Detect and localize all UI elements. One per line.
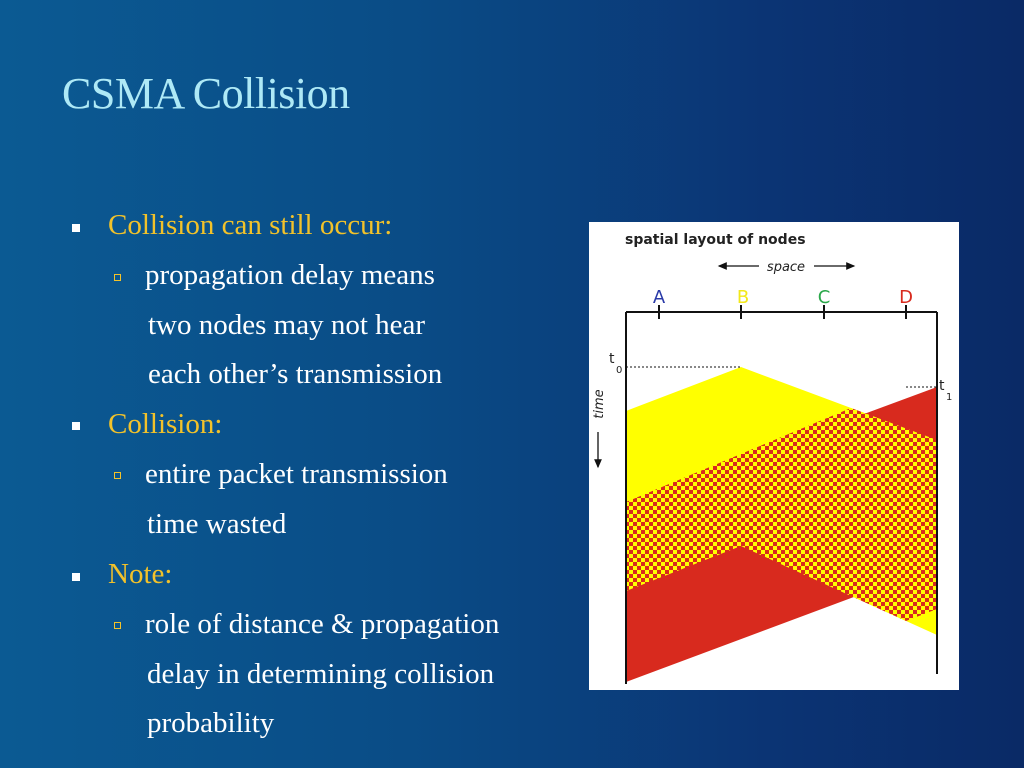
t0-label: t xyxy=(609,351,615,367)
bullet-marker xyxy=(72,224,80,232)
t1-subscript: 1 xyxy=(946,392,952,403)
slide-title: CSMA Collision xyxy=(62,69,350,118)
t1-label: t xyxy=(939,378,945,394)
collision-diagram: spatial layout of nodes space A B C D xyxy=(589,222,959,690)
sub-bullet-marker xyxy=(114,472,121,479)
bullet-marker xyxy=(72,422,80,430)
sub-bullet-line: two nodes may not hear xyxy=(148,309,426,341)
sub-bullet-marker xyxy=(114,622,121,629)
sub-bullet-line: time wasted xyxy=(147,508,287,540)
sub-bullet-marker xyxy=(114,274,121,281)
node-label-b: B xyxy=(737,287,749,308)
sub-bullet-line: entire packet transmission xyxy=(145,458,448,490)
sub-bullet-line: role of distance & propagation xyxy=(145,608,500,640)
space-label: space xyxy=(767,260,805,275)
collision-diagram-svg: spatial layout of nodes space A B C D xyxy=(592,232,952,684)
sub-bullet-line: delay in determining collision xyxy=(147,658,495,690)
node-label-a: A xyxy=(653,287,666,308)
node-label-c: C xyxy=(818,287,831,308)
figure-heading: spatial layout of nodes xyxy=(625,232,806,248)
propagation-regions xyxy=(626,367,937,682)
bullet-marker xyxy=(72,573,80,581)
bullet-collision: Collision: xyxy=(108,408,223,440)
sub-bullet-line: propagation delay means xyxy=(145,259,435,291)
bullet-collision-can-occur: Collision can still occur: xyxy=(108,209,393,241)
node-label-d: D xyxy=(899,287,913,308)
collision-overlap-region xyxy=(626,408,937,621)
sub-bullet-line: each other’s transmission xyxy=(148,358,443,390)
sub-bullet-line: probability xyxy=(147,707,275,739)
t0-subscript: 0 xyxy=(616,365,622,376)
bullet-note: Note: xyxy=(108,558,173,590)
time-label: time xyxy=(592,389,607,418)
